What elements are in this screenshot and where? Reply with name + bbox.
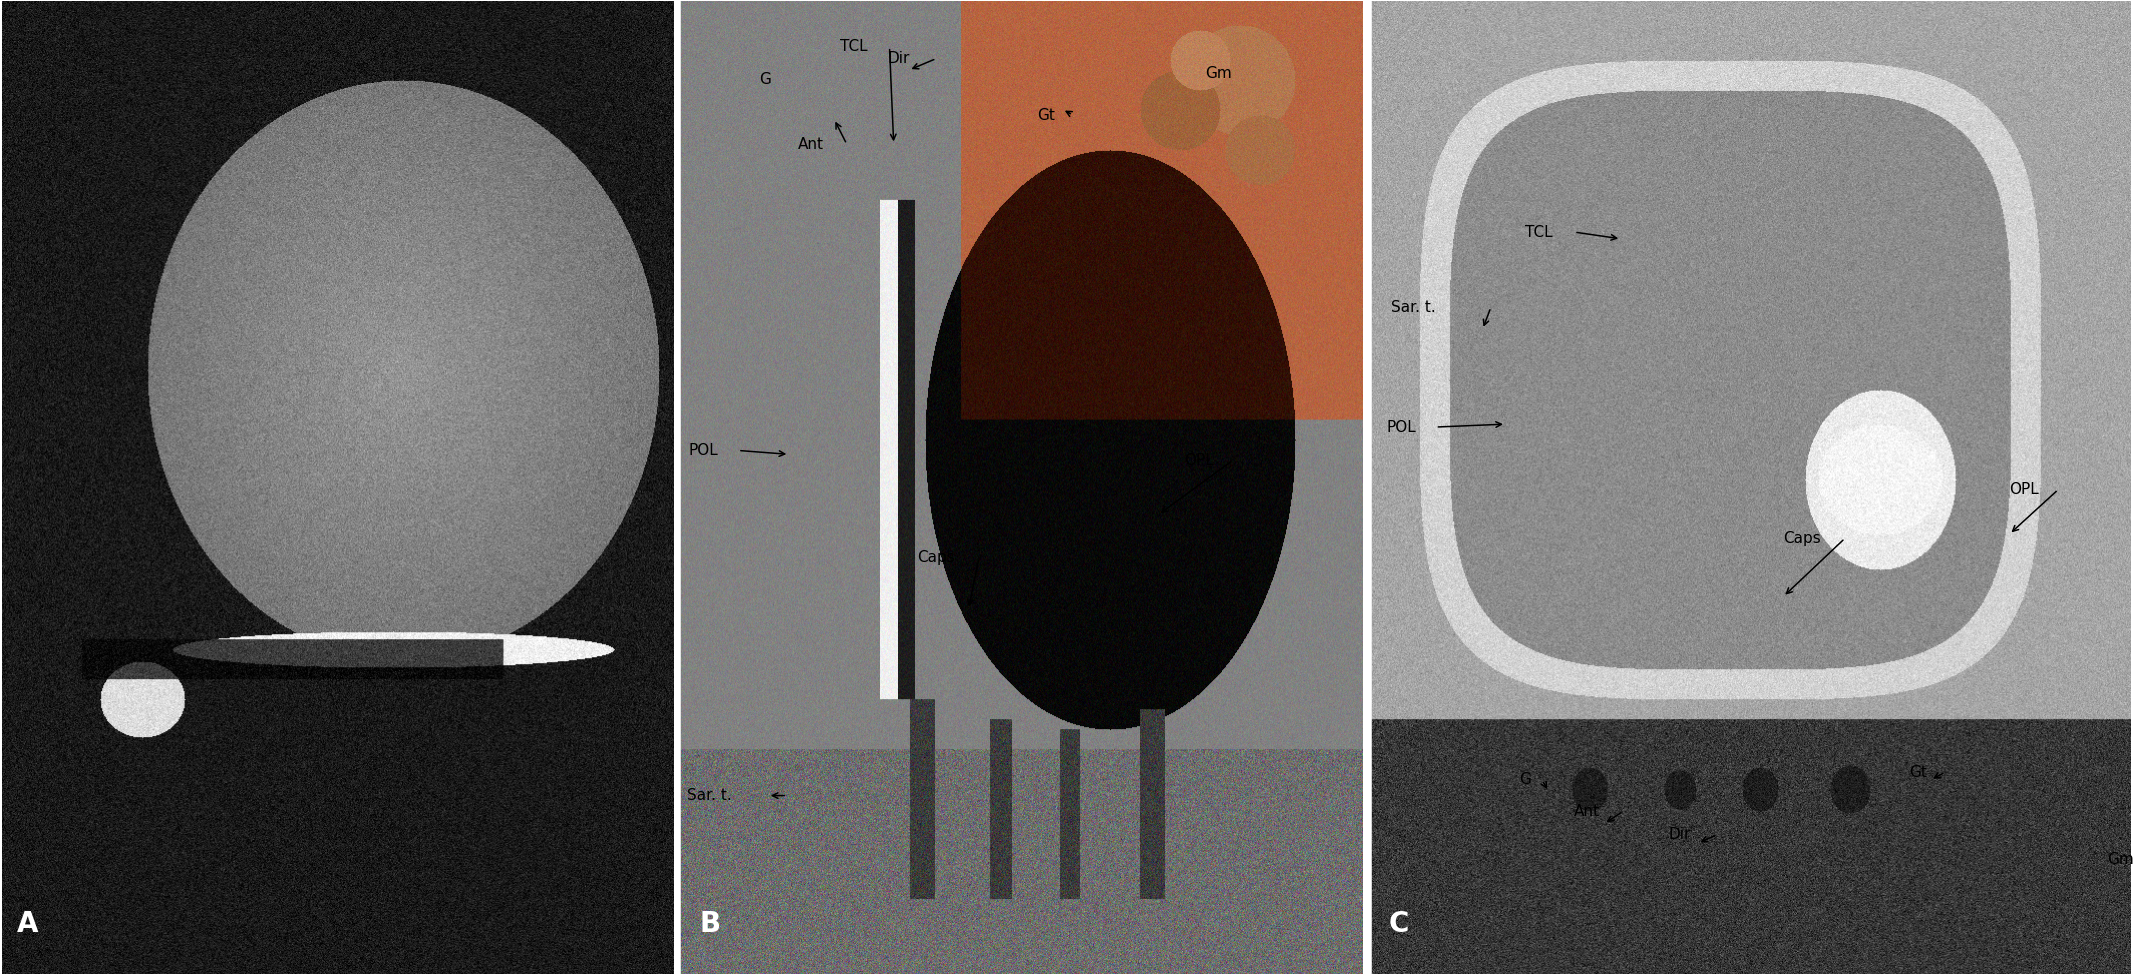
Text: TCL: TCL bbox=[1525, 224, 1553, 240]
Text: A: A bbox=[17, 910, 38, 938]
Text: Dir: Dir bbox=[887, 51, 909, 66]
Text: OPL: OPL bbox=[1184, 452, 1214, 468]
Text: OPL: OPL bbox=[2009, 482, 2039, 497]
Text: C: C bbox=[1389, 910, 1410, 938]
Text: Ant: Ant bbox=[1574, 803, 1600, 819]
Text: Gm: Gm bbox=[2107, 852, 2133, 868]
Text: POL: POL bbox=[1386, 419, 1416, 435]
Text: Caps: Caps bbox=[917, 550, 956, 566]
Text: Sar. t.: Sar. t. bbox=[1391, 299, 1436, 315]
Text: Dir: Dir bbox=[1668, 827, 1689, 842]
Text: Ant: Ant bbox=[798, 136, 823, 152]
Text: POL: POL bbox=[689, 443, 719, 458]
Text: B: B bbox=[700, 910, 721, 938]
Text: Caps: Caps bbox=[1783, 530, 1822, 546]
Text: G: G bbox=[759, 72, 772, 88]
Text: G: G bbox=[1519, 772, 1531, 788]
Text: TCL: TCL bbox=[840, 39, 868, 55]
Text: Gt: Gt bbox=[1037, 107, 1054, 123]
Text: Gm: Gm bbox=[1205, 65, 1233, 81]
Text: Gt: Gt bbox=[1909, 764, 1926, 780]
Text: Sar. t.: Sar. t. bbox=[687, 788, 732, 803]
